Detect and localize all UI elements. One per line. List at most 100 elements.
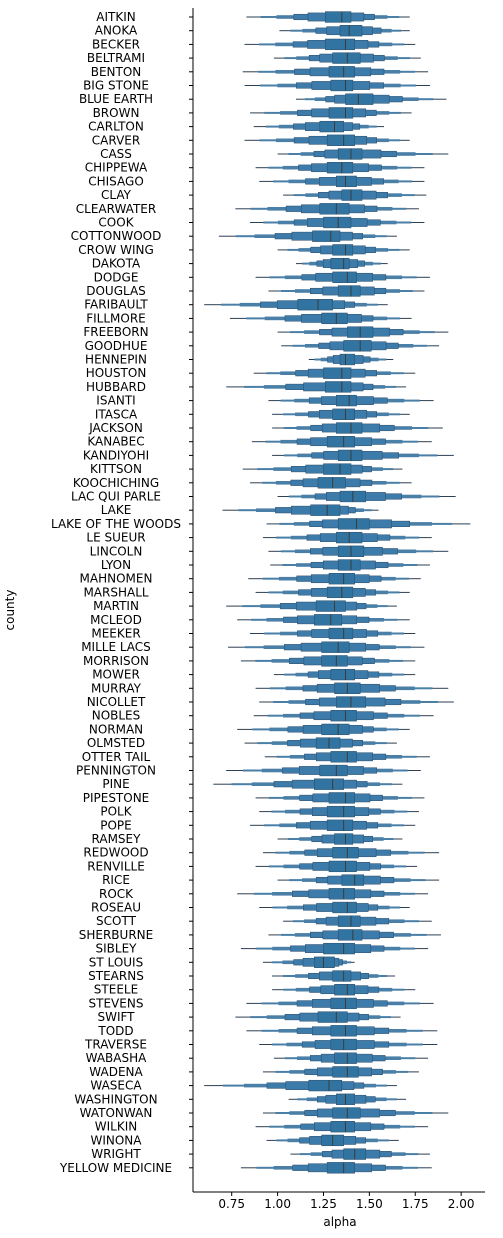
boxen-norman xyxy=(237,723,410,736)
boxen-level-box xyxy=(334,833,354,845)
county-label: TRAVERSE xyxy=(84,1038,147,1052)
x-axis-title: alpha xyxy=(323,1215,356,1229)
boxen-level-box xyxy=(326,1162,355,1174)
county-label: WABASHA xyxy=(86,1051,148,1065)
county-label: HUBBARD xyxy=(86,380,146,394)
county-label: WADENA xyxy=(89,1065,143,1079)
boxen-pine xyxy=(213,778,403,790)
county-label: CARVER xyxy=(92,133,140,147)
boxen-traverse xyxy=(259,1038,438,1051)
county-label: OLMSTED xyxy=(87,736,145,750)
boxen-winona xyxy=(266,1134,399,1147)
boxen-level-box xyxy=(321,723,350,736)
boxen-dakota xyxy=(295,257,388,270)
county-label: MCLEOD xyxy=(90,613,142,627)
county-label: SWIFT xyxy=(97,1010,135,1024)
boxen-polk xyxy=(259,805,419,818)
x-axis: 0.75 1.00 1.25 1.50 1.75 2.00 xyxy=(189,8,485,1211)
boxen-level-box xyxy=(330,668,355,681)
boxen-roseau xyxy=(259,901,410,914)
county-label: SHERBURNE xyxy=(79,928,153,942)
boxen-pipestone xyxy=(255,792,425,804)
boxen-clearwater xyxy=(235,203,419,215)
county-label: ITASCA xyxy=(95,407,138,421)
county-label: PENNINGTON xyxy=(76,764,156,778)
county-label: DOUGLAS xyxy=(86,284,146,298)
county-label: JACKSON xyxy=(88,421,143,435)
county-label: BELTRAMI xyxy=(87,51,145,65)
county-label: LAKE OF THE WOODS xyxy=(51,517,181,531)
x-tick-label: 2.00 xyxy=(448,1197,475,1211)
boxen-level-box xyxy=(326,805,355,818)
boxen-level-box xyxy=(310,504,341,516)
boxen-level-box xyxy=(337,929,363,941)
boxen-yellow-medicine xyxy=(240,1162,432,1174)
boxen-martin xyxy=(226,600,397,612)
boxen-level-box xyxy=(343,340,372,352)
boxen-becker xyxy=(244,38,416,51)
boxen-sibley xyxy=(240,942,429,955)
county-label: FREEBORN xyxy=(83,325,148,339)
county-label: FARIBAULT xyxy=(84,298,148,312)
county-label: MILLE LACS xyxy=(81,640,151,654)
boxen-level-box xyxy=(317,1011,348,1023)
boxen-level-box xyxy=(336,422,363,434)
boxen-level-box xyxy=(332,244,354,256)
boxen-beltrami xyxy=(273,52,421,64)
boxen-scott xyxy=(283,915,432,927)
boxen-level-box xyxy=(315,600,346,612)
boxen-koochiching xyxy=(250,477,412,489)
boxen-st-louis xyxy=(262,956,355,968)
boxen-level-box xyxy=(315,737,341,749)
county-label: RENVILLE xyxy=(87,859,145,873)
x-tick-label: 0.75 xyxy=(218,1197,245,1211)
boxen-level-box xyxy=(328,860,357,873)
county-label: POPE xyxy=(100,818,132,832)
county-label: STEELE xyxy=(94,983,138,997)
boxen-level-box xyxy=(326,819,354,831)
boxen-kanabec xyxy=(251,436,432,448)
boxen-mower xyxy=(273,668,416,681)
boxen-sherburne xyxy=(268,929,441,941)
boxen-stearns xyxy=(272,970,396,982)
boxen-level-box xyxy=(319,203,350,215)
county-label: ISANTI xyxy=(96,394,135,408)
boxen-cottonwood xyxy=(218,230,397,242)
boxen-wadena xyxy=(262,1066,419,1078)
county-label: CASS xyxy=(100,147,132,161)
x-tick-label: 1.50 xyxy=(356,1197,383,1211)
county-label: YELLOW MEDICINE xyxy=(59,1161,172,1175)
boxen-level-box xyxy=(323,367,352,379)
boxen-level-box xyxy=(332,1107,361,1119)
county-label: COTTONWOOD xyxy=(71,229,162,243)
boxen-lyon xyxy=(270,559,430,571)
boxen-hennepin xyxy=(308,353,394,366)
boxen-level-box xyxy=(332,901,357,914)
boxen-wabasha xyxy=(273,1052,429,1064)
county-label: STEARNS xyxy=(88,969,144,983)
county-label: PIPESTONE xyxy=(83,791,150,805)
boxen-level-box xyxy=(330,710,357,722)
boxen-wilkin xyxy=(255,1121,429,1133)
county-label: WASECA xyxy=(90,1079,142,1093)
boxen-chisago xyxy=(259,175,425,188)
boxen-lake xyxy=(222,504,379,516)
boxen-hubbard xyxy=(226,381,407,393)
boxen-level-box xyxy=(341,189,363,201)
boxen-rice xyxy=(277,874,440,886)
boxen-murray xyxy=(255,682,449,694)
county-label: RAMSEY xyxy=(92,832,142,846)
boxen-level-box xyxy=(337,518,370,530)
boxen-level-box xyxy=(345,93,374,105)
county-label: MORRISON xyxy=(83,654,149,668)
boxen-level-box xyxy=(321,312,348,325)
boxen-cass xyxy=(277,148,449,160)
boxen-level-box xyxy=(332,970,352,982)
county-label: CLEARWATER xyxy=(76,202,156,216)
county-label: CHIPPEWA xyxy=(85,161,148,175)
boxen-level-box xyxy=(332,1066,359,1078)
county-label: CLAY xyxy=(101,188,132,202)
boxen-ramsey xyxy=(277,833,403,845)
